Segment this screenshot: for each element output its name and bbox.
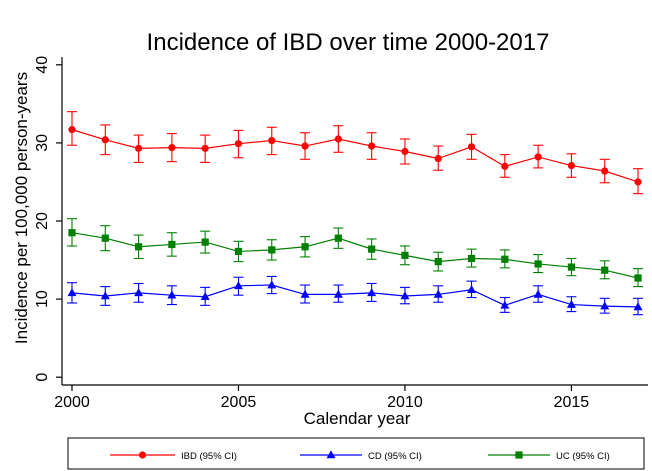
data-point	[367, 288, 377, 297]
data-point	[634, 274, 642, 282]
data-point	[268, 136, 276, 145]
legend-label: IBD (95% CI)	[181, 451, 237, 462]
data-point	[201, 144, 209, 152]
data-point	[534, 260, 542, 268]
data-point	[601, 266, 609, 274]
data-point	[333, 289, 343, 298]
data-point	[168, 143, 176, 152]
axes: 0 10 20 30 40 2000 2005 2010 2015	[34, 56, 648, 411]
legend-swatch-marker	[515, 451, 523, 459]
x-axis-label: Calendar year	[304, 409, 411, 428]
legend-entry: UC (95% CI)	[488, 451, 610, 462]
data-point	[434, 258, 442, 266]
data-point	[401, 251, 409, 259]
data-point	[200, 292, 210, 301]
data-point	[67, 288, 77, 297]
y-tick-label: 40	[34, 56, 51, 74]
series-group	[66, 111, 644, 316]
data-point	[500, 300, 510, 309]
legend-swatch-marker	[138, 451, 147, 459]
data-point	[168, 240, 176, 249]
x-tick-label: 2010	[387, 394, 423, 411]
series-ibd	[66, 111, 644, 195]
data-point	[368, 245, 376, 253]
x-tick-label: 2015	[554, 394, 590, 411]
data-point	[400, 291, 410, 300]
data-point	[633, 302, 643, 311]
data-point	[233, 281, 243, 290]
data-point	[334, 234, 342, 242]
data-point	[301, 142, 309, 150]
legend-label: UC (95% CI)	[556, 451, 610, 462]
data-point	[100, 291, 110, 300]
series-line	[71, 284, 639, 308]
legend-swatch-marker	[326, 450, 336, 459]
series-uc	[66, 218, 644, 288]
data-point	[134, 144, 143, 152]
data-point	[567, 263, 576, 271]
data-point	[501, 162, 509, 170]
x-tick-label: 2000	[54, 394, 90, 411]
data-point	[434, 154, 442, 163]
data-point	[533, 289, 543, 298]
legend-box	[67, 437, 645, 470]
y-axis-label: Incidence per 100,000 person-years	[12, 72, 31, 344]
legend-label: CD (95% CI)	[368, 451, 422, 462]
data-point	[267, 280, 277, 289]
data-point	[301, 243, 309, 251]
data-point	[334, 135, 342, 143]
data-point	[501, 255, 509, 263]
data-point	[534, 153, 542, 161]
data-point	[167, 290, 177, 299]
y-tick-label: 10	[34, 290, 51, 308]
legend: IBD (95% CI) CD (95% CI) UC (95% CI)	[67, 437, 645, 470]
series-line	[71, 129, 639, 183]
legend-entry: CD (95% CI)	[300, 450, 422, 462]
data-point	[467, 284, 477, 294]
data-point	[634, 178, 642, 186]
data-point	[234, 247, 243, 256]
data-point	[134, 243, 143, 251]
data-point	[68, 126, 76, 134]
data-point	[566, 299, 576, 308]
data-point	[467, 254, 476, 263]
data-point	[134, 288, 144, 297]
y-tick-label: 30	[34, 134, 51, 152]
legend-entry: IBD (95% CI)	[110, 451, 237, 462]
data-point	[300, 289, 310, 298]
data-point	[368, 142, 376, 150]
series-cd	[66, 275, 644, 316]
data-point	[68, 229, 76, 237]
data-point	[467, 143, 476, 151]
y-tick-label: 0	[34, 373, 51, 382]
data-point	[268, 246, 276, 254]
data-point	[234, 140, 243, 148]
data-point	[401, 147, 409, 156]
y-tick-label: 20	[34, 212, 51, 230]
data-point	[601, 167, 609, 175]
series-line	[71, 232, 639, 279]
x-tick-label: 2005	[221, 394, 257, 411]
data-point	[600, 301, 610, 310]
data-point	[567, 161, 576, 170]
chart-title: Incidence of IBD over time 2000-2017	[147, 29, 550, 56]
data-point	[101, 234, 109, 242]
data-point	[201, 238, 209, 246]
data-point	[101, 136, 109, 144]
data-point	[433, 289, 443, 298]
